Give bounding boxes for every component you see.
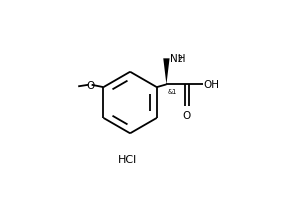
- Text: OH: OH: [203, 80, 219, 90]
- Text: 2: 2: [178, 55, 183, 64]
- Text: O: O: [86, 80, 94, 90]
- Text: NH: NH: [170, 53, 186, 63]
- Text: &1: &1: [168, 88, 177, 94]
- Text: O: O: [183, 110, 191, 120]
- Polygon shape: [163, 59, 170, 85]
- Text: HCl: HCl: [118, 154, 138, 164]
